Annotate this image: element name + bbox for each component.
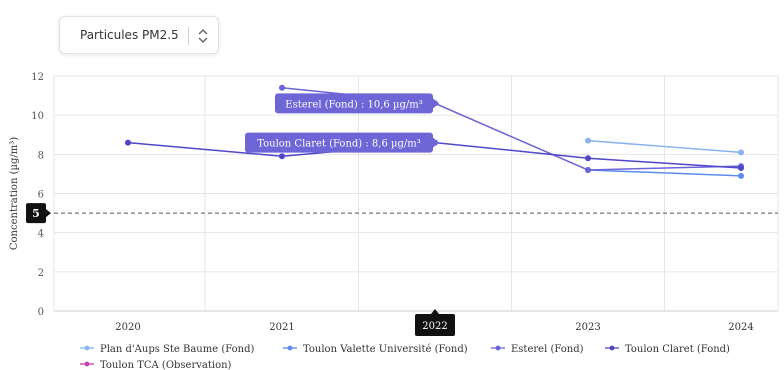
x-tick-label: 2020 <box>115 322 140 333</box>
y-tick-label: 6 <box>38 190 44 201</box>
legend-entry[interactable]: Toulon Valette Université (Fond) <box>303 344 468 355</box>
y-axis-label: Concentration (µg/m³) <box>9 137 20 250</box>
legend-swatch-dot <box>84 345 90 351</box>
reference-badge <box>26 203 46 224</box>
y-tick-label: 10 <box>31 111 44 122</box>
y-tick-label: 8 <box>38 150 44 161</box>
legend-entry[interactable]: Plan d'Aups Ste Baume (Fond) <box>100 344 254 355</box>
pollutant-select[interactable]: Particules PM2.5 <box>59 16 219 54</box>
reference-label: 5 <box>32 207 40 220</box>
data-point[interactable] <box>279 153 285 160</box>
reference-badge-arrow <box>46 209 51 218</box>
legend-entry[interactable]: Toulon Claret (Fond) <box>625 344 730 355</box>
tooltip-text: Toulon Claret (Fond) : 8,6 µg/m³ <box>257 139 421 150</box>
x-tick-label: 2021 <box>269 322 294 333</box>
x-highlight-badge-arrow <box>431 309 439 314</box>
data-point[interactable] <box>738 165 744 172</box>
tooltip-arrow <box>433 137 439 148</box>
legend-entry[interactable]: Esterel (Fond) <box>511 344 584 355</box>
data-point[interactable] <box>279 84 285 91</box>
x-tick-label: 2022 <box>422 321 447 332</box>
pollutant-select-value: Particules PM2.5 <box>80 28 179 42</box>
legend-swatch-dot <box>609 345 615 351</box>
data-point[interactable] <box>125 139 131 146</box>
x-tick-label: 2023 <box>575 322 600 333</box>
data-point[interactable] <box>738 172 744 179</box>
x-tick-label: 2024 <box>728 322 753 333</box>
data-point[interactable] <box>585 137 591 144</box>
legend-swatch-dot <box>287 345 293 351</box>
legend-swatch-dot <box>495 345 501 351</box>
legend-entry[interactable]: Toulon TCA (Observation) <box>100 360 232 370</box>
y-tick-label: 0 <box>38 307 44 318</box>
series-line <box>587 139 742 154</box>
tooltip-box <box>275 93 433 114</box>
tooltip-text: Esterel (Fond) : 10,6 µg/m³ <box>285 99 422 110</box>
tooltip-box <box>245 132 433 153</box>
chevron-updown-icon <box>198 29 208 43</box>
data-point[interactable] <box>585 155 591 162</box>
y-tick-label: 2 <box>38 268 44 279</box>
data-point[interactable] <box>585 167 591 173</box>
data-point[interactable] <box>738 149 744 156</box>
series-line <box>127 141 742 169</box>
y-tick-label: 4 <box>38 229 44 240</box>
y-tick-label: 12 <box>31 72 44 83</box>
select-divider <box>188 27 189 45</box>
legend-swatch-dot <box>84 361 90 367</box>
tooltip-arrow <box>433 98 439 109</box>
x-highlight-badge <box>415 314 455 336</box>
series-line <box>587 169 742 177</box>
